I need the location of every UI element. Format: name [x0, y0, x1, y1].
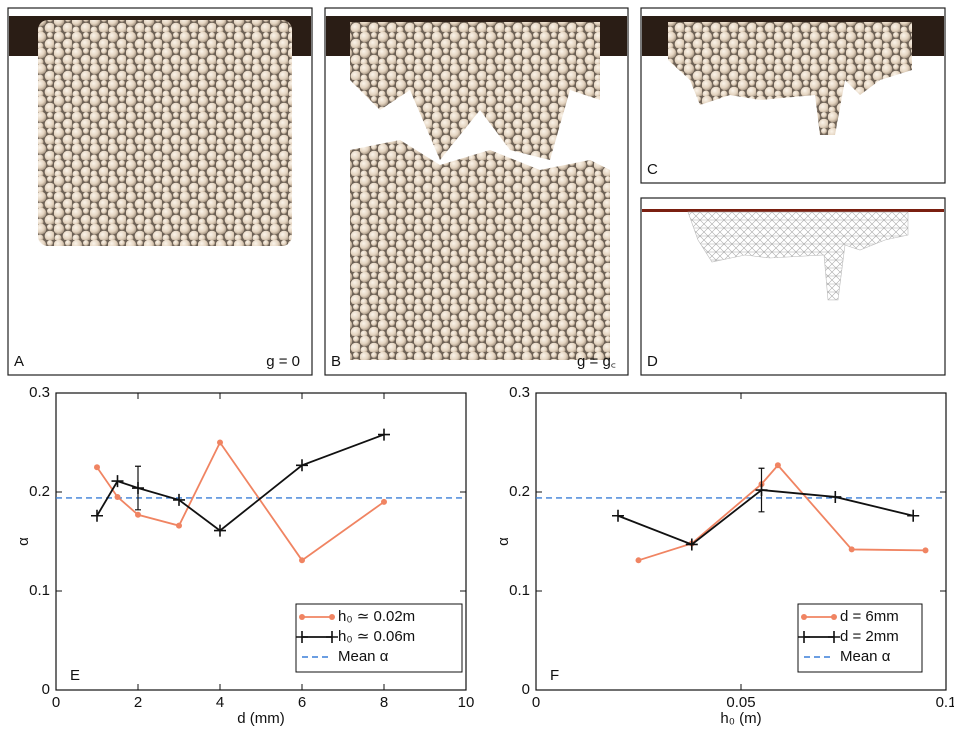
marker — [114, 493, 121, 500]
legend-label: Mean α — [338, 648, 389, 665]
x-tick-label: 2 — [134, 694, 142, 711]
series-line — [638, 463, 926, 562]
x-tick-label: 6 — [298, 694, 306, 711]
x-tick-label: 0.05 — [726, 694, 755, 711]
y-axis-label: α — [15, 537, 32, 546]
marker — [94, 464, 100, 471]
panel-label: F — [550, 667, 559, 684]
x-tick-label: 0 — [532, 694, 540, 711]
marker — [296, 459, 308, 472]
y-tick-label: 0.2 — [29, 483, 50, 500]
marker — [176, 522, 182, 529]
legend-label: h₀ ≃ 0.06m — [338, 628, 415, 645]
y-tick-label: 0.1 — [509, 582, 530, 599]
contact-network — [687, 211, 909, 301]
legend-box — [295, 603, 463, 673]
y-tick-label: 0 — [522, 681, 530, 698]
panel-c: C — [640, 7, 946, 184]
panel-label: E — [70, 667, 80, 684]
grain-top — [350, 22, 600, 160]
marker — [801, 614, 807, 620]
marker — [635, 557, 642, 564]
panel-note: g = g꜀ — [577, 353, 616, 370]
marker — [922, 547, 929, 554]
marker — [829, 490, 842, 503]
x-tick-label: 8 — [380, 694, 388, 711]
grain-pack — [38, 20, 292, 246]
legend-label: h₀ ≃ 0.02m — [338, 608, 415, 625]
y-axis-label: α — [495, 537, 512, 546]
panel-a: A g = 0 — [7, 7, 313, 376]
marker — [296, 631, 308, 643]
x-tick-label: 0.1 — [936, 694, 954, 711]
marker — [798, 631, 810, 643]
legend-label: d = 2mm — [840, 628, 899, 645]
marker — [91, 509, 103, 522]
marker — [326, 631, 338, 643]
panel-frame — [324, 7, 629, 376]
y-tick-label: 0 — [42, 681, 50, 698]
legend-label: d = 6mm — [840, 608, 899, 625]
y-tick-label: 0.3 — [29, 384, 50, 401]
panel-label: B — [331, 353, 341, 370]
marker — [329, 614, 335, 620]
error-bar — [135, 465, 141, 511]
panel-frame — [640, 7, 946, 184]
plate — [642, 209, 944, 212]
panel-d: D — [640, 197, 946, 376]
legend-label: Mean α — [840, 648, 891, 665]
marker — [111, 475, 124, 488]
panel-label: A — [14, 353, 24, 370]
marker — [173, 493, 185, 506]
x-tick-label: 10 — [458, 694, 475, 711]
y-tick-label: 0.1 — [29, 582, 50, 599]
marker — [217, 439, 223, 446]
panel-label: D — [647, 353, 658, 370]
panel-frame — [7, 7, 313, 376]
grain-pile — [350, 140, 610, 360]
legend-box — [797, 603, 923, 673]
marker — [214, 524, 226, 537]
error-bar — [758, 467, 765, 513]
marker — [907, 509, 920, 522]
x-axis-label: h₀ (m) — [720, 710, 761, 727]
plot-frame — [55, 392, 467, 691]
series-line — [96, 440, 385, 562]
marker — [848, 546, 855, 553]
marker — [685, 538, 698, 551]
marker — [299, 557, 305, 564]
panel-frame — [640, 197, 946, 376]
marker — [828, 631, 840, 643]
panel-label: C — [647, 161, 658, 178]
y-tick-label: 0.3 — [509, 384, 530, 401]
marker — [299, 614, 305, 620]
grain-cluster — [668, 22, 912, 135]
x-tick-label: 0 — [52, 694, 60, 711]
marker — [381, 498, 387, 505]
y-tick-label: 0.2 — [509, 483, 530, 500]
panel-note: g = 0 — [266, 353, 300, 370]
x-axis-label: d (mm) — [237, 710, 285, 727]
marker — [135, 511, 141, 518]
panel-b: B g = g꜀ — [324, 7, 629, 376]
marker — [378, 428, 390, 441]
marker — [612, 509, 624, 522]
marker — [774, 462, 781, 469]
x-tick-label: 4 — [216, 694, 224, 711]
marker — [831, 614, 837, 620]
